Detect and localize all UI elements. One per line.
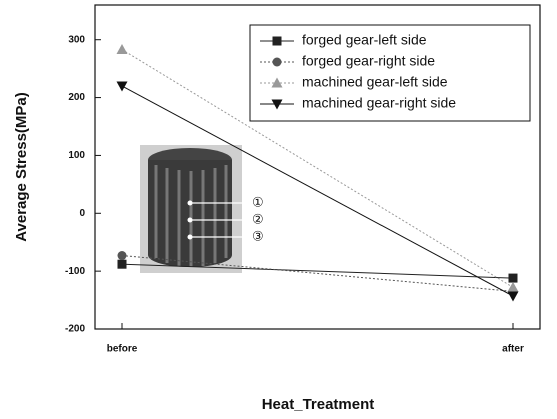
y-tick-label: 0 <box>79 208 85 219</box>
marker <box>116 44 128 55</box>
legend-label: forged gear-right side <box>302 53 435 69</box>
legend-label: forged gear-left side <box>302 32 427 48</box>
legend-label: machined gear-right side <box>302 95 456 111</box>
y-axis-label: Average Stress(MPa) <box>13 92 30 242</box>
marker <box>272 36 282 46</box>
y-tick-label: -200 <box>65 324 85 335</box>
legend-box <box>249 24 531 122</box>
marker <box>271 99 283 110</box>
inset-label: ③ <box>252 228 264 243</box>
marker <box>117 251 127 261</box>
y-tick-label: 200 <box>68 92 85 103</box>
marker <box>507 281 519 292</box>
series-line <box>121 49 514 288</box>
marker <box>116 81 128 92</box>
inset-photo <box>140 145 248 273</box>
marker <box>508 273 518 283</box>
x-axis-label: Heat_Treatment <box>262 396 375 413</box>
marker <box>272 57 282 67</box>
y-tick-label: 100 <box>68 150 85 161</box>
inset-label: ② <box>252 211 264 226</box>
plot-frame <box>94 4 541 330</box>
y-tick-label: 300 <box>68 34 85 45</box>
x-tick-label: before <box>107 344 138 355</box>
y-tick-label: -100 <box>65 266 85 277</box>
marker <box>271 77 283 88</box>
series-line <box>121 263 514 279</box>
marker <box>117 259 127 269</box>
series-line <box>121 255 514 292</box>
x-tick-label: after <box>502 344 524 355</box>
series-line <box>121 85 514 297</box>
legend-label: machined gear-left side <box>302 74 448 90</box>
marker <box>507 291 519 302</box>
inset-label: ① <box>252 194 264 209</box>
